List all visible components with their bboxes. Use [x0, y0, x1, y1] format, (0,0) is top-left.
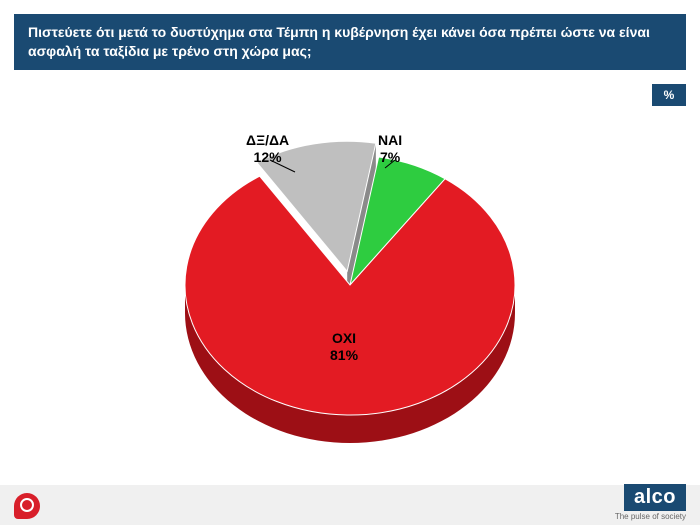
- slice-label-oxi-name: ΟΧΙ: [330, 330, 358, 347]
- slice-label-oxi-pct: 81%: [330, 347, 358, 364]
- pie-svg: [0, 110, 700, 470]
- alco-tagline: The pulse of society: [615, 512, 686, 521]
- footer-bar: alco The pulse of society: [0, 485, 700, 525]
- slice-label-nai-pct: 7%: [378, 149, 402, 166]
- page: Πιστεύετε ότι μετά το δυστύχημα στα Τέμπ…: [0, 0, 700, 525]
- channel-logo-icon: [14, 493, 40, 519]
- slice-label-nai: ΝΑΙ 7%: [378, 132, 402, 166]
- question-text: Πιστεύετε ότι μετά το δυστύχημα στα Τέμπ…: [28, 23, 672, 61]
- footer-left: [14, 493, 44, 519]
- percent-badge-text: %: [664, 88, 675, 102]
- question-title-bar: Πιστεύετε ότι μετά το δυστύχημα στα Τέμπ…: [14, 14, 686, 70]
- percent-badge: %: [652, 84, 686, 106]
- slice-label-oxi: ΟΧΙ 81%: [330, 330, 358, 364]
- slice-label-dk-pct: 12%: [246, 149, 289, 166]
- slice-label-dk-name: ΔΞ/ΔΑ: [246, 132, 289, 149]
- footer-right: alco The pulse of society: [615, 484, 686, 521]
- alco-logo: alco: [624, 484, 686, 511]
- slice-label-nai-name: ΝΑΙ: [378, 132, 402, 149]
- slice-label-dk: ΔΞ/ΔΑ 12%: [246, 132, 289, 166]
- pie-chart: ΔΞ/ΔΑ 12% ΝΑΙ 7% ΟΧΙ 81%: [0, 110, 700, 470]
